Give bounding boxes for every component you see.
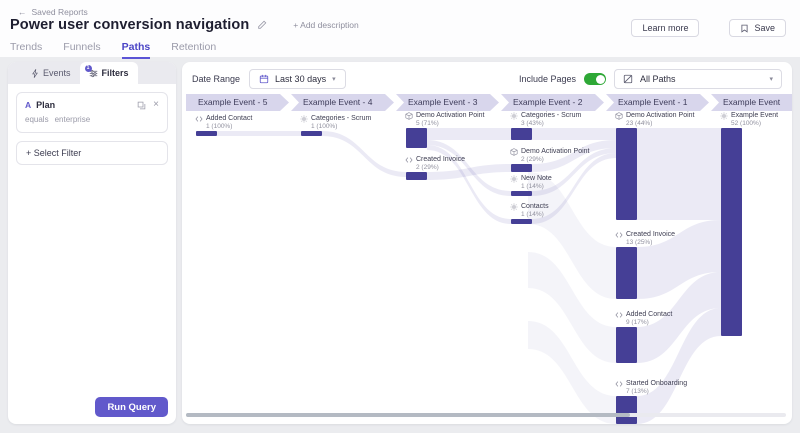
property-icon: A: [25, 100, 32, 110]
path-node-count: 3 (43%): [521, 120, 544, 127]
add-description-button[interactable]: + Add description: [293, 20, 359, 30]
path-node-bar[interactable]: [301, 131, 322, 136]
path-node-bar[interactable]: [616, 327, 637, 363]
path-node-count: 1 (100%): [206, 123, 233, 130]
tab-retention[interactable]: Retention: [171, 41, 217, 53]
path-node-bar[interactable]: [511, 191, 532, 196]
path-node-count: 52 (100%): [731, 120, 761, 127]
date-range-label: Date Range: [192, 74, 241, 84]
calendar-icon: [259, 74, 269, 84]
select-filter-button[interactable]: + Select Filter: [16, 141, 168, 165]
path-node-count: 5 (71%): [416, 120, 439, 127]
paths-filter-value: All Paths: [640, 74, 676, 84]
sidebar-tab-filters[interactable]: 1 Filters: [79, 62, 138, 84]
path-node-bar[interactable]: [511, 128, 532, 140]
path-node-label: Demo Activation Point: [615, 112, 694, 120]
include-pages-toggle[interactable]: [584, 73, 606, 85]
chevron-down-icon: ▾: [769, 76, 773, 83]
path-node-label: Categories - Scrum: [300, 115, 371, 123]
duplicate-filter-icon[interactable]: [137, 101, 146, 110]
path-node-bar[interactable]: [196, 131, 217, 136]
paths-sankey-chart: Example Event - 5 Added Contact 1 (100%) Ex…: [182, 62, 792, 424]
edit-title-icon[interactable]: [257, 20, 267, 30]
path-node-bar[interactable]: [616, 247, 637, 299]
path-node-count: 1 (100%): [311, 123, 338, 130]
filter-value: enterprise: [54, 115, 91, 124]
filter-property-name: Plan: [36, 100, 56, 110]
back-link[interactable]: ← Saved Reports: [18, 7, 88, 17]
date-range-value: Last 30 days: [275, 74, 327, 84]
path-node-label: Created Invoice: [405, 156, 465, 164]
tab-funnels[interactable]: Funnels: [63, 41, 101, 53]
path-node-count: 9 (17%): [626, 319, 649, 326]
tab-trends[interactable]: Trends: [10, 41, 43, 53]
learn-more-button[interactable]: Learn more: [631, 19, 700, 37]
paths-panel: Date Range Last 30 days ▾ Include Pages …: [182, 62, 792, 424]
path-column-header: Example Event - 2: [501, 94, 604, 111]
learn-more-label: Learn more: [642, 23, 689, 33]
path-node-label: Added Contact: [615, 311, 672, 319]
path-node-label: Added Contact: [195, 115, 252, 123]
sidebar-tabs: Events 1 Filters: [8, 62, 176, 84]
run-query-button[interactable]: Run Query: [95, 397, 168, 417]
tab-paths[interactable]: Paths: [121, 41, 151, 59]
filter-count-badge: 1: [84, 64, 92, 72]
path-node-bar[interactable]: [406, 172, 427, 180]
filter-operator: equals: [25, 115, 49, 124]
save-label: Save: [754, 23, 775, 33]
sankey-ribbons: [217, 128, 721, 424]
paths-icon: [623, 74, 633, 84]
back-label: Saved Reports: [31, 7, 88, 17]
path-node-count: 1 (14%): [521, 183, 544, 190]
report-tabs: Trends Funnels Paths Retention: [10, 41, 216, 59]
path-node-bar[interactable]: [616, 396, 637, 424]
path-column-header: Example Event - 3: [396, 94, 499, 111]
date-range-dropdown[interactable]: Last 30 days ▾: [249, 69, 346, 89]
sidebar-tab-events[interactable]: Events: [22, 62, 80, 84]
sliders-icon: 1: [84, 64, 98, 78]
path-node-label: Contacts: [510, 203, 549, 211]
path-node-bar[interactable]: [406, 128, 427, 148]
path-node-count: 2 (29%): [416, 164, 439, 171]
path-node-label: New Note: [510, 175, 552, 183]
page-title: Power user conversion navigation: [10, 17, 250, 33]
path-node-count: 2 (29%): [521, 156, 544, 163]
save-button[interactable]: Save: [729, 19, 786, 37]
chevron-down-icon: ▾: [332, 76, 336, 83]
path-node-count: 23 (44%): [626, 120, 653, 127]
report-header: ← Saved Reports Power user conversion na…: [0, 0, 800, 59]
path-node-bar[interactable]: [511, 164, 532, 172]
content-area: Events 1 Filters A Plan × equals enterpris…: [0, 57, 800, 433]
remove-filter-icon[interactable]: ×: [153, 99, 159, 110]
horizontal-scrollbar[interactable]: [186, 413, 786, 417]
path-node-label: Demo Activation Point: [510, 148, 589, 156]
path-node-label: Created Invoice: [615, 231, 675, 239]
filter-card[interactable]: A Plan × equals enterprise: [16, 92, 168, 133]
path-node-count: 7 (13%): [626, 388, 649, 395]
query-sidebar: Events 1 Filters A Plan × equals enterpris…: [8, 62, 176, 424]
path-column-header: Example Event - 5: [186, 94, 289, 111]
back-arrow-icon: ←: [18, 7, 27, 17]
scrollbar-thumb[interactable]: [186, 413, 630, 417]
sidebar-tab-label: Filters: [101, 68, 129, 78]
path-node-bar[interactable]: [511, 219, 532, 224]
path-column-header: Example Event: [711, 94, 792, 111]
path-column-header: Example Event - 4: [291, 94, 394, 111]
path-node-bar[interactable]: [721, 128, 742, 336]
include-pages-label: Include Pages: [518, 74, 576, 84]
sidebar-tab-label: Events: [43, 68, 71, 78]
path-node-count: 1 (14%): [521, 211, 544, 218]
path-node-label: Demo Activation Point: [405, 112, 484, 120]
bolt-icon: [31, 68, 39, 78]
path-node-label: Categories - Scrum: [510, 112, 581, 120]
path-node-bar[interactable]: [616, 128, 637, 220]
path-node-label: Example Event: [720, 112, 778, 120]
paths-filter-dropdown[interactable]: All Paths ▾: [614, 69, 782, 89]
path-column-header: Example Event - 1: [606, 94, 709, 111]
path-node-count: 13 (25%): [626, 239, 653, 246]
path-node-label: Started Onboarding: [615, 380, 687, 388]
save-icon: [740, 24, 749, 33]
